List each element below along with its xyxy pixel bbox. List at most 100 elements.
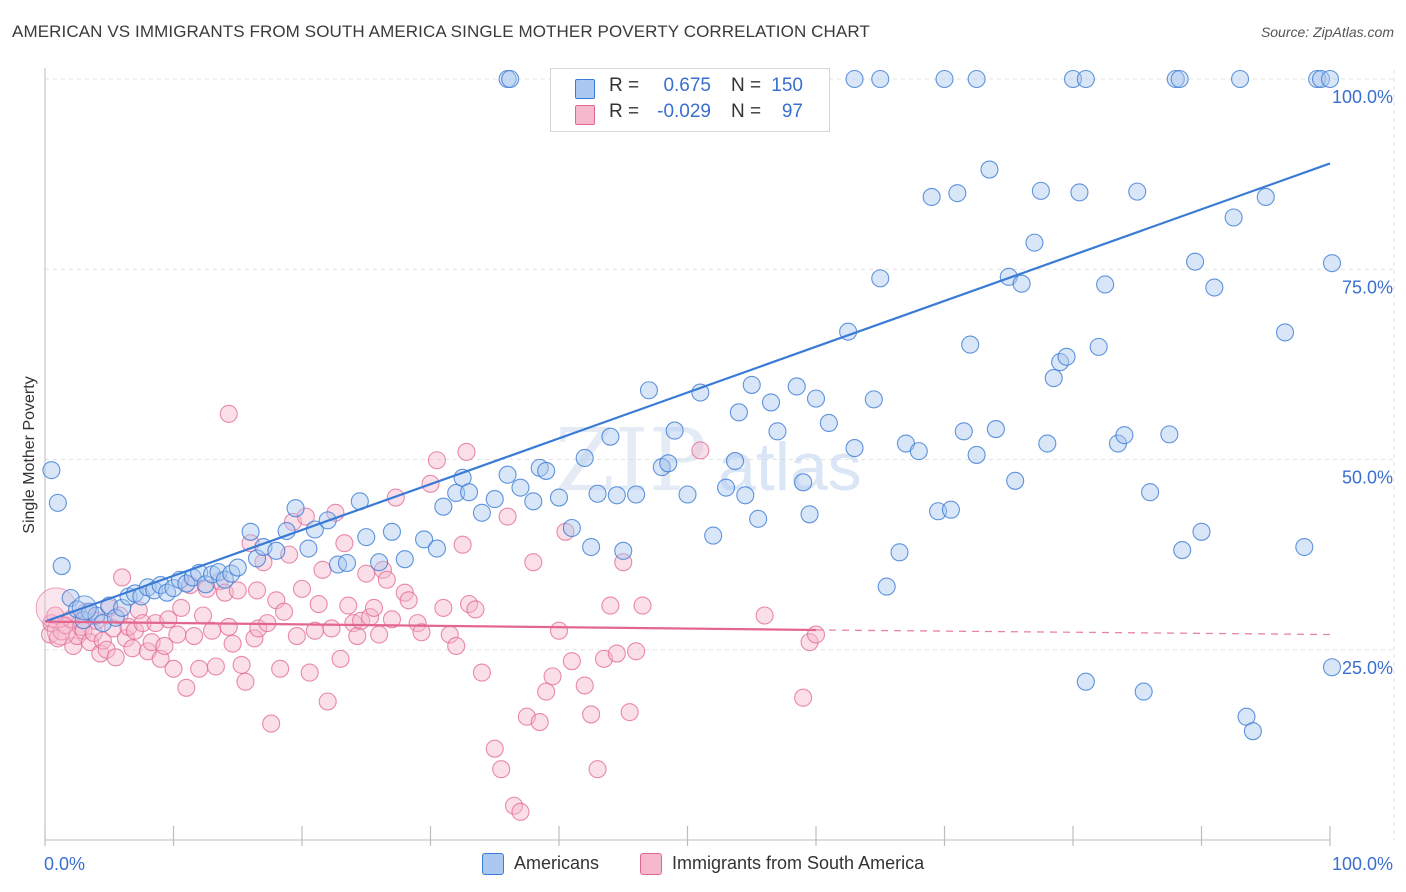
point-immigrants [219, 617, 238, 636]
point-americans [1173, 541, 1192, 560]
watermark-atlas: atlas [718, 429, 862, 505]
point-immigrants [427, 451, 446, 470]
point-americans [1205, 278, 1224, 297]
point-americans [1224, 208, 1243, 227]
point-americans [42, 461, 61, 480]
point-americans [562, 518, 581, 538]
point-immigrants [800, 633, 819, 652]
point-immigrants [620, 703, 639, 722]
legend-row-immigrants: R = -0.029 N = 97 [551, 101, 829, 127]
point-americans [1012, 274, 1031, 293]
point-immigrants [806, 625, 826, 644]
point-americans [382, 522, 402, 541]
point-americans [691, 383, 710, 402]
point-immigrants [318, 692, 337, 711]
point-immigrants [575, 676, 594, 695]
point-immigrants [236, 672, 255, 691]
point-immigrants [300, 663, 319, 682]
point-immigrants [755, 606, 774, 625]
point-americans [1076, 672, 1095, 691]
point-americans [806, 389, 826, 408]
point-americans [1186, 252, 1205, 271]
point-americans [1322, 254, 1342, 273]
point-immigrants [185, 627, 204, 646]
point-americans [1141, 483, 1160, 502]
point-americans [1096, 275, 1115, 294]
trend-line-americans [44, 162, 1331, 623]
point-immigrants [511, 802, 530, 821]
point-immigrants [466, 600, 485, 619]
point-americans [1134, 682, 1153, 701]
point-immigrants [155, 636, 174, 655]
point-americans [1256, 187, 1275, 207]
point-americans [716, 478, 736, 497]
point-immigrants [106, 648, 125, 667]
point-americans [1128, 182, 1147, 201]
point-immigrants [203, 621, 222, 640]
point-immigrants [399, 591, 418, 610]
point-americans [1031, 181, 1050, 200]
point-americans [241, 522, 260, 541]
point-americans [267, 541, 286, 560]
point-immigrants [292, 579, 312, 598]
point-immigrants [223, 634, 242, 653]
point-immigrants [177, 678, 196, 697]
point-americans [1038, 434, 1057, 453]
point-immigrants [691, 441, 710, 460]
point-immigrants [309, 595, 328, 614]
trend-line-immigrants-extension [815, 629, 1331, 636]
point-americans [1308, 69, 1327, 89]
point-americans [1170, 69, 1189, 89]
point-immigrants [190, 659, 209, 678]
point-americans [614, 541, 633, 560]
point-immigrants [348, 627, 367, 646]
legend-swatch-pink [575, 105, 595, 125]
point-americans [1006, 471, 1025, 490]
point-immigrants [335, 534, 354, 553]
point-americans [1192, 522, 1211, 541]
y-axis-label: Single Mother Poverty [21, 376, 38, 533]
point-immigrants [232, 655, 251, 675]
point-americans [659, 454, 678, 473]
point-americans [395, 550, 414, 569]
point-americans [498, 465, 517, 484]
point-americans [665, 421, 684, 440]
point-americans [299, 539, 318, 558]
point-immigrants [168, 625, 187, 644]
point-americans [749, 509, 768, 528]
point-americans [501, 69, 520, 89]
point-americans [1231, 69, 1250, 89]
point-americans [549, 488, 569, 507]
point-americans [524, 492, 543, 511]
chart-title: AMERICAN VS IMMIGRANTS FROM SOUTH AMERIC… [12, 22, 870, 41]
point-immigrants [627, 642, 646, 661]
legend-r-label: R = [609, 75, 640, 96]
point-americans [954, 422, 973, 441]
trend-lines [44, 162, 1331, 636]
point-immigrants [543, 667, 562, 686]
point-immigrants [549, 621, 569, 640]
point-immigrants [447, 636, 466, 655]
point-americans [48, 493, 67, 512]
point-immigrants [245, 629, 264, 648]
point-americans [864, 390, 883, 409]
point-americans [787, 377, 806, 396]
axes-layer: 25.0% 50.0% 75.0% 100.0% 0.0% 100.0% [44, 68, 1393, 874]
legend-r-value: -0.029 [657, 101, 711, 122]
point-americans [1044, 369, 1063, 388]
point-americans [357, 528, 376, 547]
point-americans [1320, 69, 1340, 89]
point-americans [459, 483, 479, 502]
point-immigrants [271, 659, 290, 678]
point-americans [1160, 425, 1179, 444]
point-immigrants [601, 596, 620, 615]
point-immigrants [364, 598, 384, 617]
bottom-legend-label: Immigrants from South America [672, 853, 925, 873]
point-immigrants [287, 627, 306, 646]
legend-r-value: 0.675 [663, 75, 711, 96]
point-immigrants [524, 553, 543, 572]
point-americans [627, 485, 646, 504]
point-americans [729, 403, 748, 422]
point-americans [328, 555, 348, 574]
